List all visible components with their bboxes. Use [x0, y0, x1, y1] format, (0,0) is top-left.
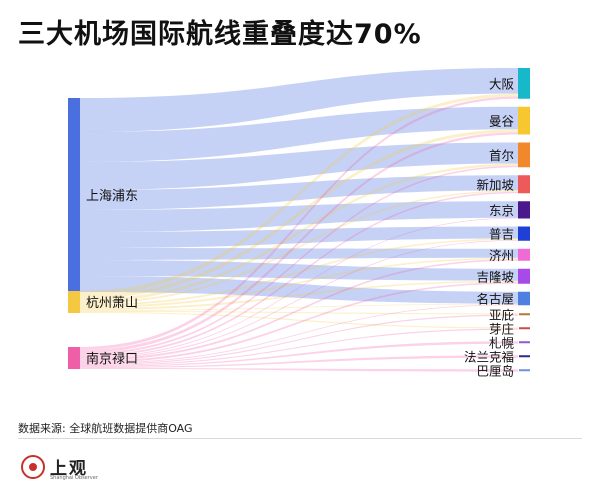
sankey-link [80, 280, 518, 310]
sankey-link [80, 106, 518, 162]
target-node [518, 248, 530, 261]
target-node [518, 106, 530, 135]
target-label: 首尔 [489, 148, 514, 163]
source-label: 南京禄口 [86, 351, 138, 367]
sankey-link [80, 355, 518, 368]
sankey-link [80, 260, 518, 281]
target-label: 新加坡 [476, 177, 514, 192]
target-label: 札幌 [489, 335, 515, 350]
target-node [519, 355, 530, 358]
target-label: 吉隆坡 [476, 269, 514, 284]
sankey-link [80, 132, 518, 353]
sankey-link [80, 303, 518, 311]
logo-mark-icon [21, 455, 45, 479]
sankey-link [80, 282, 518, 363]
target-label: 名古屋 [476, 292, 514, 307]
target-label: 曼谷 [489, 114, 515, 129]
target-node [519, 341, 530, 344]
sankey-link [80, 248, 518, 260]
source-node [68, 347, 80, 369]
target-label: 普吉 [489, 227, 514, 242]
sankey-link [80, 314, 518, 365]
target-node [519, 369, 530, 372]
target-label: 芽庄 [489, 321, 514, 336]
logo-name: 上观 [50, 459, 88, 479]
target-label: 法兰克福 [464, 349, 514, 364]
source-node [68, 291, 80, 313]
target-label: 巴厘岛 [476, 363, 514, 378]
sankey-link [80, 311, 518, 315]
target-node [519, 327, 530, 330]
target-node [518, 175, 530, 194]
target-label: 大阪 [489, 76, 515, 91]
link-layer [80, 68, 518, 372]
target-label: 济州 [489, 248, 514, 263]
sankey-link [80, 201, 518, 232]
sankey-link [80, 93, 518, 295]
sankey-link [80, 191, 518, 357]
sankey-link [80, 304, 518, 364]
target-node [518, 201, 530, 219]
sankey-link [80, 190, 518, 304]
sankey-link [80, 68, 518, 132]
brand-logo: 上观 Shanghai Observer [20, 452, 110, 486]
sankey-link [80, 240, 518, 359]
chart-title: 三大机场国际航线重叠度达70% [18, 19, 422, 50]
sankey-link [80, 96, 518, 350]
target-node [518, 68, 530, 99]
footer-divider [18, 438, 582, 439]
sankey-link [80, 217, 518, 358]
sankey-link [80, 257, 518, 308]
source-node [68, 98, 80, 292]
sankey-link [80, 328, 518, 366]
data-source-note: 数据来源: 全球航班数据提供商OAG [18, 422, 193, 435]
sankey-link [80, 368, 518, 372]
sankey-link [80, 175, 518, 210]
target-node [518, 226, 530, 241]
sankey-link [80, 341, 518, 367]
target-label: 亚庇 [489, 307, 514, 322]
sankey-link [80, 238, 518, 306]
sankey-link [80, 129, 518, 299]
sankey-link [80, 165, 518, 355]
sankey-link [80, 226, 518, 248]
source-label: 杭州萧山 [86, 296, 138, 311]
sankey-link [80, 276, 518, 304]
sankey-link [80, 142, 518, 190]
target-label: 东京 [489, 203, 514, 218]
node-layer [68, 68, 530, 372]
target-node [518, 291, 530, 306]
sankey-link [80, 163, 518, 302]
sankey-link [80, 312, 518, 329]
target-node [518, 268, 530, 284]
target-node [519, 313, 530, 316]
source-label: 上海浦东 [86, 189, 138, 204]
logo-subtitle: Shanghai Observer [50, 475, 98, 481]
target-node [518, 142, 530, 168]
sankey-link [80, 259, 518, 361]
